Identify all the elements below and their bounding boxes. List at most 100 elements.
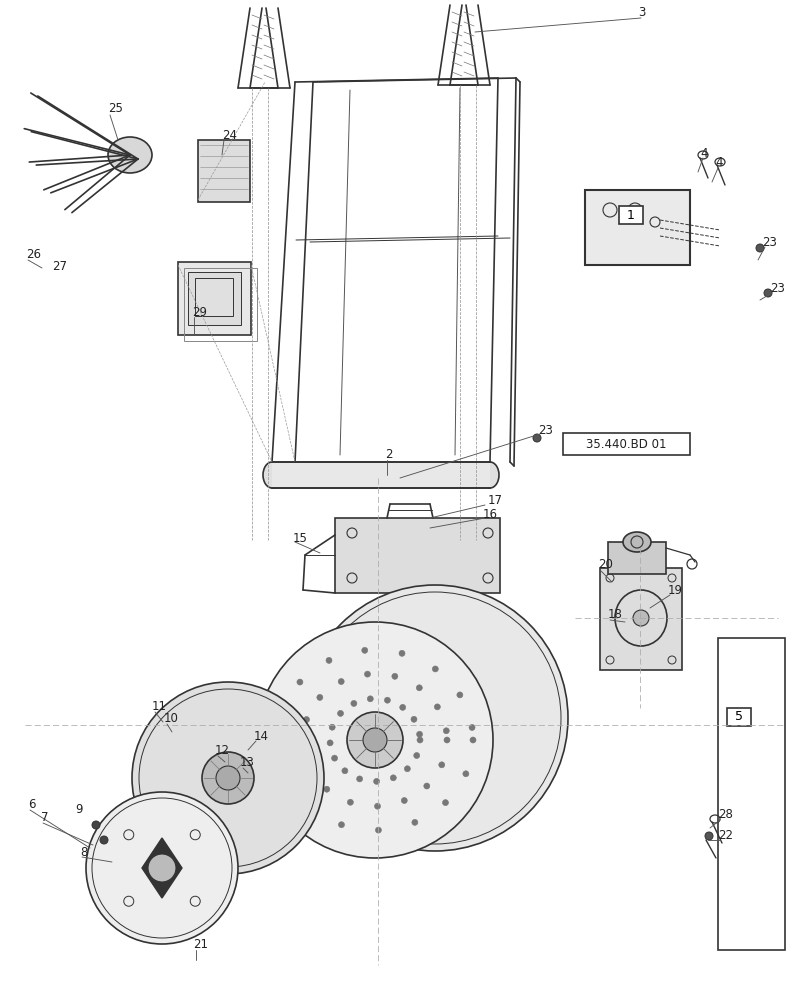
Ellipse shape bbox=[755, 244, 763, 252]
Bar bbox=[618, 206, 642, 224]
Ellipse shape bbox=[416, 685, 422, 691]
Ellipse shape bbox=[341, 768, 347, 774]
Text: 19: 19 bbox=[667, 584, 682, 596]
Text: 25: 25 bbox=[108, 102, 122, 115]
Ellipse shape bbox=[346, 712, 402, 768]
Ellipse shape bbox=[532, 434, 540, 442]
Ellipse shape bbox=[373, 778, 379, 784]
Text: 23: 23 bbox=[769, 282, 784, 294]
Ellipse shape bbox=[86, 792, 238, 944]
Ellipse shape bbox=[367, 696, 373, 702]
Ellipse shape bbox=[417, 700, 453, 736]
Ellipse shape bbox=[431, 666, 438, 672]
Ellipse shape bbox=[399, 704, 406, 710]
Ellipse shape bbox=[375, 827, 381, 833]
Bar bbox=[335, 518, 500, 593]
Ellipse shape bbox=[444, 737, 449, 743]
Ellipse shape bbox=[338, 822, 344, 828]
Bar bbox=[178, 262, 251, 335]
Ellipse shape bbox=[622, 532, 650, 552]
Ellipse shape bbox=[350, 700, 356, 706]
Ellipse shape bbox=[302, 585, 568, 851]
Text: 14: 14 bbox=[254, 729, 268, 742]
Text: 29: 29 bbox=[191, 306, 207, 318]
Ellipse shape bbox=[108, 137, 152, 173]
Text: 23: 23 bbox=[538, 424, 552, 436]
Bar bbox=[272, 462, 489, 488]
Ellipse shape bbox=[300, 742, 306, 748]
Ellipse shape bbox=[325, 657, 332, 663]
Ellipse shape bbox=[297, 679, 303, 685]
Bar bbox=[562, 433, 689, 455]
Text: 2: 2 bbox=[384, 448, 392, 462]
Ellipse shape bbox=[423, 783, 429, 789]
Text: 23: 23 bbox=[761, 235, 776, 248]
Bar bbox=[717, 638, 784, 950]
Ellipse shape bbox=[356, 776, 363, 782]
Text: 18: 18 bbox=[607, 608, 622, 621]
Ellipse shape bbox=[257, 622, 492, 858]
Ellipse shape bbox=[284, 777, 290, 783]
Text: 28: 28 bbox=[717, 808, 732, 821]
Polygon shape bbox=[142, 838, 182, 898]
Ellipse shape bbox=[398, 650, 405, 656]
Ellipse shape bbox=[411, 819, 418, 825]
Ellipse shape bbox=[438, 762, 444, 768]
Ellipse shape bbox=[462, 771, 468, 777]
Ellipse shape bbox=[417, 737, 423, 743]
Bar bbox=[607, 542, 665, 574]
Text: 1: 1 bbox=[626, 209, 634, 222]
Text: 20: 20 bbox=[597, 558, 612, 572]
Bar bbox=[198, 140, 250, 202]
Ellipse shape bbox=[414, 753, 419, 759]
Text: 27: 27 bbox=[52, 260, 67, 273]
Ellipse shape bbox=[410, 716, 417, 722]
Ellipse shape bbox=[443, 728, 448, 734]
Ellipse shape bbox=[384, 697, 390, 703]
Text: 12: 12 bbox=[215, 743, 230, 756]
Ellipse shape bbox=[316, 694, 323, 700]
Ellipse shape bbox=[469, 724, 474, 730]
Ellipse shape bbox=[416, 731, 422, 737]
Text: 9: 9 bbox=[75, 803, 83, 816]
Ellipse shape bbox=[132, 682, 324, 874]
Ellipse shape bbox=[327, 740, 333, 746]
Ellipse shape bbox=[363, 728, 387, 752]
Ellipse shape bbox=[263, 462, 281, 488]
Ellipse shape bbox=[390, 775, 396, 781]
Text: 15: 15 bbox=[293, 532, 307, 544]
Ellipse shape bbox=[763, 289, 771, 297]
Ellipse shape bbox=[480, 462, 499, 488]
Ellipse shape bbox=[457, 692, 462, 698]
Ellipse shape bbox=[148, 854, 176, 882]
Bar bbox=[195, 278, 233, 316]
Ellipse shape bbox=[362, 647, 367, 653]
Ellipse shape bbox=[364, 671, 370, 677]
Ellipse shape bbox=[404, 766, 410, 772]
Ellipse shape bbox=[704, 832, 712, 840]
Bar bbox=[184, 268, 257, 341]
Bar bbox=[188, 272, 241, 325]
Ellipse shape bbox=[347, 799, 353, 805]
Bar bbox=[726, 708, 750, 726]
Ellipse shape bbox=[324, 786, 329, 792]
Ellipse shape bbox=[307, 766, 313, 772]
Ellipse shape bbox=[401, 798, 407, 804]
Ellipse shape bbox=[278, 709, 285, 715]
Text: 21: 21 bbox=[193, 938, 208, 951]
Ellipse shape bbox=[100, 836, 108, 844]
Ellipse shape bbox=[216, 766, 240, 790]
Text: 26: 26 bbox=[26, 248, 41, 261]
Bar bbox=[584, 190, 689, 265]
Text: 22: 22 bbox=[717, 829, 732, 842]
Ellipse shape bbox=[92, 821, 100, 829]
Text: 17: 17 bbox=[487, 493, 502, 506]
Text: 11: 11 bbox=[152, 700, 167, 712]
Ellipse shape bbox=[328, 724, 335, 730]
Text: 35.440.BD 01: 35.440.BD 01 bbox=[586, 438, 666, 450]
Text: 16: 16 bbox=[483, 508, 497, 522]
Text: 5: 5 bbox=[734, 710, 742, 723]
Ellipse shape bbox=[306, 804, 312, 810]
Ellipse shape bbox=[303, 717, 309, 723]
Text: 7: 7 bbox=[41, 811, 49, 824]
